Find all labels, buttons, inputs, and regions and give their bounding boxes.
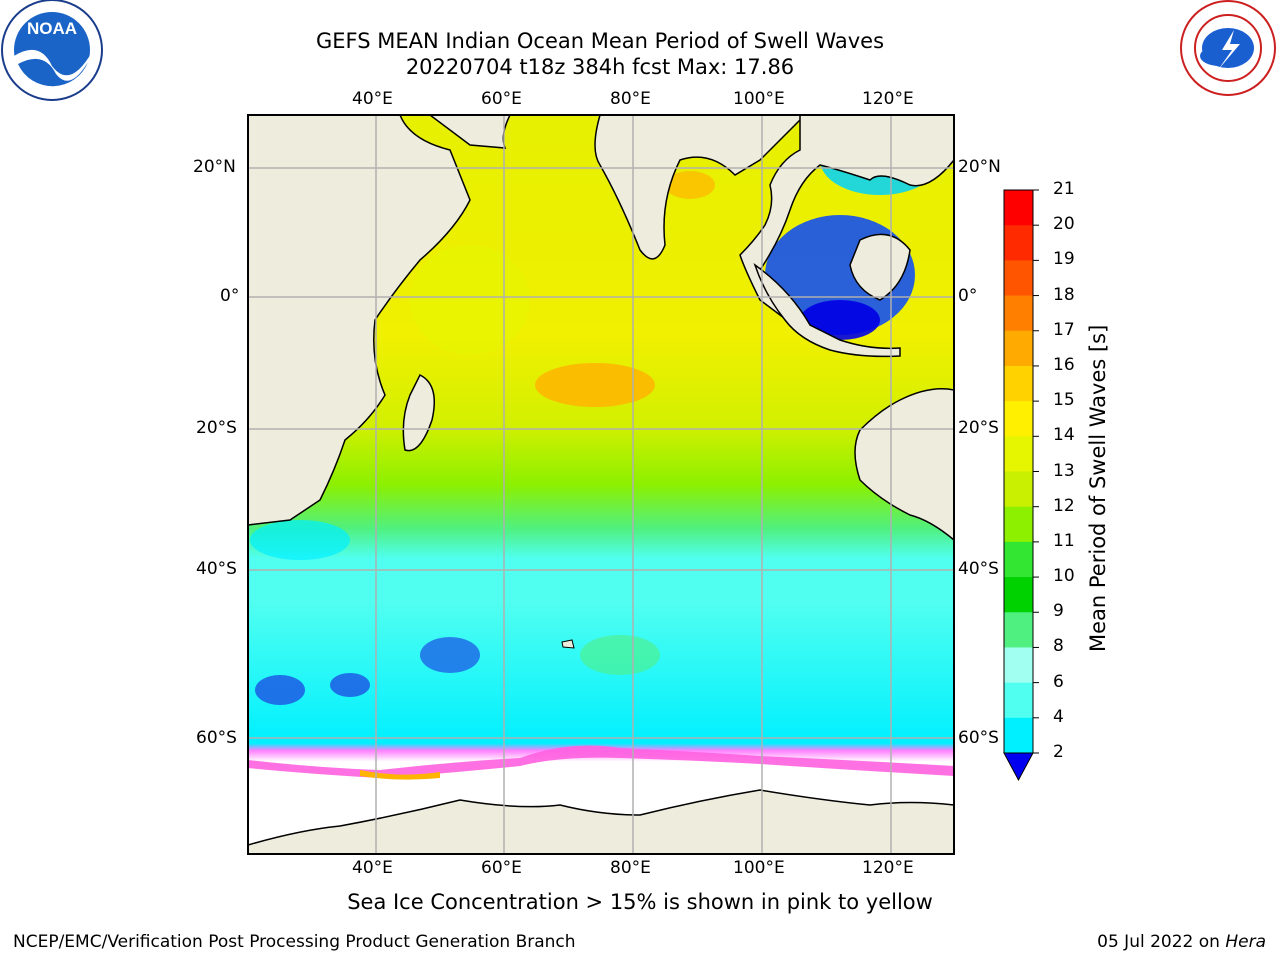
colorbar <box>1003 189 1039 782</box>
colorbar-bin <box>1004 717 1033 754</box>
colorbar-tick-label: 20 <box>1053 214 1075 235</box>
colorbar-tick-label: 12 <box>1053 495 1075 516</box>
land-arabia <box>428 115 511 149</box>
lat-label-right: 60°S <box>958 728 999 748</box>
lon-label-top: 40°E <box>352 89 393 109</box>
lat-label-left: 20°N <box>193 157 236 177</box>
colorbar-tick-label: 16 <box>1053 354 1075 375</box>
map-subtitle: 20220704 t18z 384h fcst Max: 17.86 <box>405 55 795 79</box>
colorbar-bin <box>1004 365 1033 402</box>
sea-ice-edge <box>248 745 954 778</box>
lon-label-bottom: 80°E <box>610 858 651 878</box>
colorbar-bin <box>1004 682 1033 719</box>
colorbar-tick-label: 4 <box>1053 706 1064 727</box>
lat-label-right: 20°N <box>958 157 1001 177</box>
colorbar-tick-label: 2 <box>1053 742 1064 762</box>
colorbar-bin <box>1004 330 1033 367</box>
colorbar-bin <box>1004 541 1033 578</box>
map-title: GEFS MEAN Indian Ocean Mean Period of Sw… <box>315 29 885 53</box>
colorbar-tick-label: 15 <box>1053 390 1075 411</box>
land-sumatra-java <box>753 263 901 358</box>
lat-label-right: 20°S <box>958 418 999 438</box>
land-australia <box>854 388 954 541</box>
colorbar-bin <box>1004 506 1033 543</box>
colorbar-bin <box>1004 190 1033 226</box>
colorbar-bin <box>1004 225 1033 261</box>
footer-date-text: 05 Jul 2022 on <box>1097 932 1226 952</box>
colorbar-bin <box>1004 471 1033 508</box>
colorbar-tick-label: 8 <box>1053 636 1064 657</box>
colorbar-bin <box>1004 401 1033 437</box>
land-madagascar <box>402 373 435 452</box>
colorbar-tick-label: 6 <box>1053 671 1064 692</box>
land-india <box>570 115 831 260</box>
lat-label-left: 60°S <box>196 728 237 748</box>
colorbar-tick-label: 21 <box>1053 179 1075 199</box>
colorbar-tick-label: 14 <box>1053 425 1075 446</box>
max-period-patch <box>535 363 655 407</box>
lat-label-left: 20°S <box>196 418 237 438</box>
nws-logo <box>1180 0 1276 96</box>
colorbar-bin <box>1004 577 1033 613</box>
colorbar-tick-label: 13 <box>1053 460 1075 481</box>
colorbar-tick-label: 19 <box>1053 249 1075 270</box>
lat-label-right: 0° <box>958 286 978 306</box>
colorbar-tick-label: 10 <box>1053 566 1075 587</box>
colorbar-tick-label: 17 <box>1053 319 1075 340</box>
colorbar-bin <box>1004 260 1033 297</box>
map-frame <box>247 114 955 855</box>
land-africa <box>248 115 471 526</box>
colorbar-tick-label: 9 <box>1053 601 1064 622</box>
colorbar-bin <box>1004 612 1033 648</box>
lat-label-left: 40°S <box>196 559 237 579</box>
colorbar-tick-label: 11 <box>1053 530 1075 551</box>
colorbar-tick-label: 18 <box>1053 284 1075 305</box>
lat-label-right: 40°S <box>958 559 999 579</box>
lon-label-bottom: 100°E <box>733 858 785 878</box>
lon-label-top: 60°E <box>481 89 522 109</box>
colorbar-bin <box>1004 436 1033 472</box>
noaa-logo-text: NOAA <box>27 19 77 38</box>
footer-date: 05 Jul 2022 on Hera <box>1097 932 1266 952</box>
land-borneo <box>849 233 911 301</box>
lat-label-left: 0° <box>220 286 240 306</box>
colorbar-extend-arrow <box>1003 752 1034 782</box>
lon-label-bottom: 40°E <box>352 858 393 878</box>
lon-label-top: 80°E <box>610 89 651 109</box>
lon-label-bottom: 60°E <box>481 858 522 878</box>
sea-ice-note: Sea Ice Concentration > 15% is shown in … <box>347 890 933 914</box>
lon-label-bottom: 120°E <box>862 858 914 878</box>
noaa-logo: NOAA <box>1 0 103 101</box>
footer-credit: NCEP/EMC/Verification Post Processing Pr… <box>13 932 576 952</box>
colorbar-title: Mean Period of Swell Waves [s] <box>1086 324 1110 652</box>
land-antarctica <box>248 789 954 854</box>
lon-label-top: 100°E <box>733 89 785 109</box>
colorbar-bin <box>1004 647 1033 684</box>
footer-host: Hera <box>1225 932 1266 952</box>
colorbar-bin <box>1004 295 1033 332</box>
lon-label-top: 120°E <box>862 89 914 109</box>
graticule <box>248 115 954 854</box>
